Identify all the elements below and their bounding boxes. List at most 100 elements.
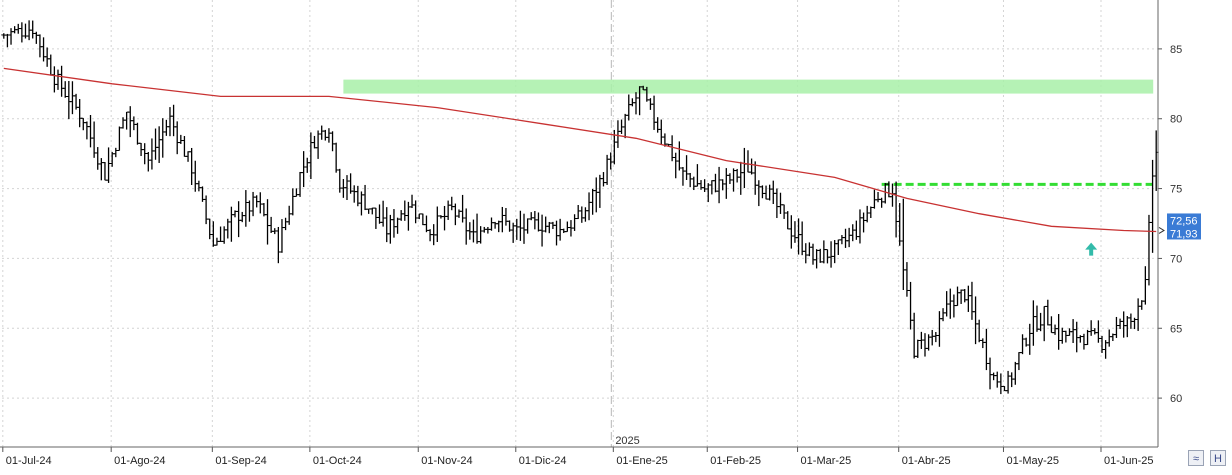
ma-price-label: 71,93 — [1170, 228, 1198, 240]
ohlc-bar — [210, 221, 216, 247]
ohlc-bar — [987, 357, 993, 390]
ohlc-bar — [962, 289, 968, 303]
ohlc-bar — [488, 217, 494, 231]
ohlc-bar — [124, 111, 130, 130]
ohlc-bar — [817, 248, 823, 263]
ohlc-bar — [947, 288, 953, 319]
ohlc-bar — [922, 333, 928, 357]
ohlc-bar — [297, 171, 303, 197]
wave-icon[interactable]: ≈ — [1188, 450, 1204, 466]
ohlc-bar — [1016, 352, 1022, 371]
ohlc-bar — [615, 120, 621, 148]
ohlc-bar — [369, 207, 375, 215]
ohlc-bar — [756, 180, 762, 207]
ohlc-bar — [127, 106, 133, 138]
ohlc-bar — [62, 81, 68, 98]
ohlc-bar — [655, 117, 661, 133]
y-tick-label: 70 — [1170, 253, 1182, 265]
ohlc-bar — [705, 183, 711, 203]
ohlc-bar — [691, 176, 697, 191]
ohlc-bar — [1048, 316, 1054, 334]
y-tick-label: 65 — [1170, 323, 1182, 335]
ohlc-bar — [781, 204, 787, 219]
x-tick-label: 01-Mar-25 — [801, 455, 852, 467]
grid — [2, 0, 1158, 447]
ohlc-bar — [835, 239, 841, 255]
ohlc-bar — [861, 212, 867, 233]
ohlc-bar — [1085, 329, 1091, 346]
ohlc-bar — [319, 125, 325, 140]
y-tick-label: 60 — [1170, 393, 1182, 405]
ohlc-bar — [1106, 329, 1112, 347]
ohlc-bar — [579, 206, 585, 223]
ohlc-bar — [777, 192, 783, 214]
ohlc-bar — [626, 94, 632, 121]
ohlc-bar — [673, 152, 679, 179]
ohlc-bar — [55, 69, 61, 90]
ohlc-bar — [470, 219, 476, 243]
ohlc-bar — [185, 151, 191, 162]
ohlc-bar — [492, 221, 498, 229]
ohlc-bar — [120, 117, 126, 129]
x-tick-label: 01-May-25 — [1006, 455, 1059, 467]
ohlc-bar — [116, 126, 122, 151]
ohlc-bar — [734, 168, 740, 183]
ohlc-bar — [687, 172, 693, 188]
ohlc-bar — [965, 285, 971, 312]
last-price-label: 72,56 — [1170, 215, 1198, 227]
ohlc-bar — [290, 188, 296, 216]
ohlc-bar — [163, 119, 169, 136]
ohlc-bar — [1, 33, 7, 39]
ohlc-bar — [239, 211, 245, 223]
ohlc-bar — [796, 218, 802, 255]
ohlc-bar — [344, 175, 350, 200]
ohlc-bar — [633, 92, 639, 115]
ohlc-bar — [265, 199, 271, 245]
ohlc-bar — [1005, 370, 1011, 394]
ohlc-bar — [268, 216, 274, 234]
ohlc-bar — [196, 180, 202, 192]
x-tick-label: 01-Ene-25 — [616, 455, 667, 467]
ohlc-bar — [41, 37, 47, 62]
ohlc-bar — [593, 177, 599, 213]
ohlc-bar — [525, 218, 531, 234]
ohlc-bar — [236, 201, 242, 238]
ohlc-bar — [572, 214, 578, 231]
ohlc-bar — [1063, 330, 1069, 343]
ohlc-bar — [774, 188, 780, 219]
ohlc-bar — [102, 162, 108, 181]
ohlc-bar — [77, 99, 83, 128]
ohlc-bar — [134, 122, 140, 145]
ohlc-bar — [340, 179, 346, 198]
ohlc-bar — [156, 126, 162, 163]
annotations — [343, 79, 1154, 256]
ohlc-bar — [1045, 299, 1051, 326]
ohlc-bar — [19, 22, 25, 43]
ohlc-bar — [98, 158, 104, 181]
ohlc-bar — [145, 151, 151, 172]
ohlc-bar — [727, 173, 733, 185]
ohlc-bar — [427, 229, 433, 242]
ohlc-bar — [160, 118, 166, 158]
ohlc-bar — [608, 152, 614, 170]
ohlc-bar — [48, 54, 54, 76]
ohlc-bar — [293, 188, 299, 197]
ohlc-bar — [940, 308, 946, 322]
ohlc-bar — [398, 210, 404, 221]
ohlc-bar — [257, 192, 263, 214]
ohlc-bar — [528, 212, 534, 221]
ohlc-bar — [709, 180, 715, 195]
ohlc-bar — [243, 190, 249, 227]
ohlc-bar — [181, 136, 187, 157]
ohlc-bar — [1092, 328, 1098, 335]
ohlc-bar — [590, 188, 596, 215]
ohlc-bar — [496, 220, 502, 233]
chart-h-icon[interactable]: H — [1210, 450, 1226, 466]
ohlc-bar — [1030, 300, 1036, 346]
ohlc-bar — [1146, 214, 1152, 286]
ohlc-bar — [106, 147, 112, 183]
x-tick-label: 01-Feb-25 — [710, 455, 761, 467]
ohlc-bar — [167, 107, 173, 137]
